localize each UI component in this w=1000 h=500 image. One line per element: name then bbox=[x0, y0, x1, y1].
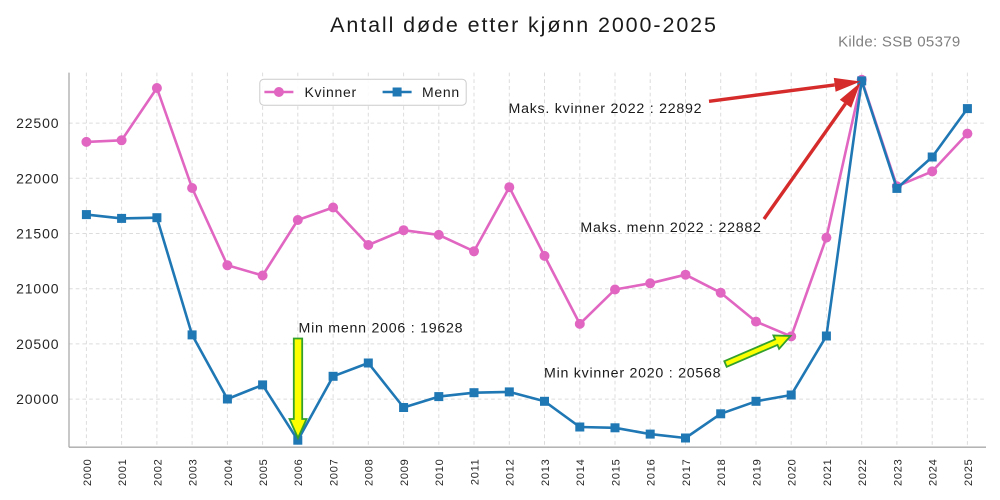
svg-text:2022: 2022 bbox=[857, 459, 869, 486]
svg-text:2023: 2023 bbox=[892, 459, 904, 486]
svg-text:21500: 21500 bbox=[16, 226, 59, 242]
svg-text:2000: 2000 bbox=[82, 459, 94, 486]
svg-text:2015: 2015 bbox=[610, 459, 622, 486]
svg-text:2020: 2020 bbox=[787, 459, 799, 486]
svg-text:2018: 2018 bbox=[716, 459, 728, 486]
svg-text:22500: 22500 bbox=[16, 115, 59, 131]
svg-text:2010: 2010 bbox=[434, 459, 446, 486]
svg-text:2004: 2004 bbox=[223, 459, 235, 486]
svg-text:2025: 2025 bbox=[963, 459, 975, 486]
svg-text:2014: 2014 bbox=[575, 459, 587, 486]
svg-text:2007: 2007 bbox=[329, 459, 341, 486]
svg-text:2024: 2024 bbox=[928, 459, 940, 486]
svg-text:Maks. kvinner 2022 : 22892: Maks. kvinner 2022 : 22892 bbox=[509, 101, 703, 117]
svg-text:2003: 2003 bbox=[188, 459, 200, 486]
svg-text:2017: 2017 bbox=[681, 459, 693, 486]
svg-text:20000: 20000 bbox=[16, 391, 59, 407]
svg-text:Menn: Menn bbox=[422, 84, 460, 100]
svg-text:2013: 2013 bbox=[540, 459, 552, 486]
svg-text:2001: 2001 bbox=[117, 459, 129, 486]
svg-text:Min kvinner 2020 : 20568: Min kvinner 2020 : 20568 bbox=[544, 366, 721, 382]
svg-text:2016: 2016 bbox=[646, 459, 658, 486]
svg-text:2006: 2006 bbox=[293, 459, 305, 486]
svg-text:2005: 2005 bbox=[258, 459, 270, 486]
svg-text:22000: 22000 bbox=[16, 170, 59, 186]
svg-text:2011: 2011 bbox=[469, 459, 481, 486]
svg-text:21000: 21000 bbox=[16, 281, 59, 297]
svg-text:2021: 2021 bbox=[822, 459, 834, 486]
svg-text:2008: 2008 bbox=[364, 459, 376, 486]
svg-text:Min menn 2006 : 19628: Min menn 2006 : 19628 bbox=[299, 321, 464, 337]
svg-text:Maks. menn 2022 : 22882: Maks. menn 2022 : 22882 bbox=[580, 220, 761, 236]
svg-text:2019: 2019 bbox=[751, 459, 763, 486]
svg-text:Antall døde etter kjønn 2000-2: Antall døde etter kjønn 2000-2025 bbox=[330, 13, 718, 37]
svg-text:2009: 2009 bbox=[399, 459, 411, 486]
svg-text:2002: 2002 bbox=[152, 459, 164, 486]
svg-text:Kvinner: Kvinner bbox=[305, 84, 357, 100]
svg-text:Kilde: SSB 05379: Kilde: SSB 05379 bbox=[838, 33, 960, 50]
svg-text:2012: 2012 bbox=[505, 459, 517, 486]
svg-text:20500: 20500 bbox=[16, 336, 59, 352]
